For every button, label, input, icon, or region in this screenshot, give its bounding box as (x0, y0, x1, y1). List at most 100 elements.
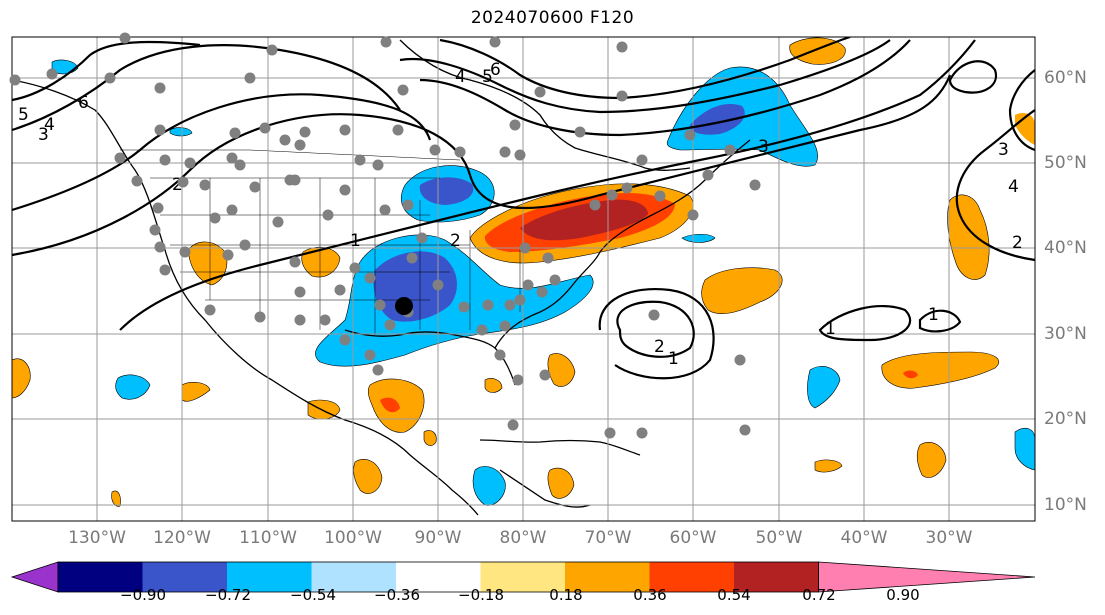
station-dot (519, 242, 531, 254)
station-dot (476, 324, 488, 336)
contour-label: 1 (825, 319, 836, 339)
station-dot (239, 239, 251, 251)
station-dot (684, 129, 696, 141)
colorbar-extend-low (10, 561, 59, 593)
colorbar-tick-label: −0.72 (205, 586, 251, 604)
lon-label: 120°W (153, 528, 211, 548)
lon-label: 100°W (324, 528, 382, 548)
contour-label: 3 (998, 140, 1009, 160)
station-dot (416, 232, 428, 244)
station-dot (159, 264, 171, 276)
station-dot (177, 176, 189, 188)
colorbar-tick-label: −0.18 (458, 586, 504, 604)
station-dot (294, 139, 306, 151)
coastlines (12, 39, 751, 516)
station-dot (259, 122, 271, 134)
station-dot (534, 86, 546, 98)
station-dot (654, 190, 666, 202)
station-dot (429, 144, 441, 156)
contour-label: 4 (455, 67, 466, 87)
station-dot (154, 124, 166, 136)
station-dot (454, 146, 466, 158)
contour-label: 2 (172, 175, 183, 195)
station-dot (509, 119, 521, 131)
station-dot (734, 354, 746, 366)
station-dot (289, 256, 301, 268)
lon-label: 50°W (755, 528, 803, 548)
station-dot (504, 299, 516, 311)
lon-label: 40°W (840, 528, 888, 548)
colorbar-tick-label: 0.54 (717, 586, 751, 604)
colorbar-tick-label: 0.36 (633, 586, 667, 604)
colorbar-tick-label: −0.36 (374, 586, 420, 604)
station-dot (397, 84, 409, 96)
station-dot (119, 32, 131, 44)
station-dot (739, 424, 751, 436)
lat-label: 40°N (1044, 238, 1087, 258)
colorbar-tick-label: −0.90 (120, 586, 166, 604)
contour-label: 2 (1012, 233, 1023, 253)
station-dot (458, 301, 470, 313)
lon-label: 90°W (414, 528, 462, 548)
station-dot (364, 272, 376, 284)
colorbar-tick-label: 0.18 (549, 586, 583, 604)
station-dot (522, 279, 534, 291)
station-dot (294, 314, 306, 326)
lon-label: 80°W (499, 528, 547, 548)
station-dot (402, 199, 414, 211)
station-dot (272, 216, 284, 228)
station-dot (514, 149, 526, 161)
station-dot (574, 126, 586, 138)
contour-label: 4 (44, 115, 55, 135)
lat-label: 30°N (1044, 324, 1087, 344)
station-dot (621, 182, 633, 194)
station-dot (482, 299, 494, 311)
colorbar-frame (57, 561, 819, 593)
colorbar-cell (227, 562, 312, 592)
station-dot (249, 181, 261, 193)
station-dot (507, 419, 519, 431)
map-title: 2024070600 F120 (470, 8, 635, 28)
station-dot (499, 146, 511, 158)
map-frame (11, 36, 1036, 522)
station-dot (226, 152, 238, 164)
colorbar-cell (311, 562, 397, 592)
colorbar-tick-label: 0.72 (802, 586, 836, 604)
lon-label: 130°W (68, 528, 126, 548)
station-dot (294, 286, 306, 298)
station-dot (179, 246, 191, 258)
station-dot (636, 427, 648, 439)
station-dot (648, 309, 660, 321)
contour-label: 1 (928, 305, 939, 325)
station-dot (289, 174, 301, 186)
station-dot (364, 349, 376, 361)
station-dot (354, 154, 366, 166)
station-dot (114, 152, 126, 164)
station-dot (339, 184, 351, 196)
station-dot (687, 209, 699, 221)
colorbar-cell (396, 562, 481, 592)
graticule (12, 37, 1035, 521)
colorbar-extend-high (818, 561, 1036, 593)
station-dot (616, 41, 628, 53)
station-dot (374, 299, 386, 311)
colorbar-tick-label: −0.54 (290, 586, 336, 604)
station-dot (319, 314, 331, 326)
station-dot (222, 249, 234, 261)
lat-label: 50°N (1044, 153, 1087, 173)
lon-label: 70°W (584, 528, 632, 548)
station-dot (406, 252, 418, 264)
station-dot (349, 262, 361, 274)
lon-label: 60°W (669, 528, 717, 548)
station-dot (379, 204, 391, 216)
station-dot (636, 154, 648, 166)
station-dot (542, 252, 554, 264)
station-dot (539, 369, 551, 381)
station-dot (199, 179, 211, 191)
station-dot (372, 159, 384, 171)
colorbar-cell (734, 562, 819, 592)
station-dot (266, 44, 278, 56)
contour-label: 4 (1008, 177, 1019, 197)
station-dot (702, 169, 714, 181)
